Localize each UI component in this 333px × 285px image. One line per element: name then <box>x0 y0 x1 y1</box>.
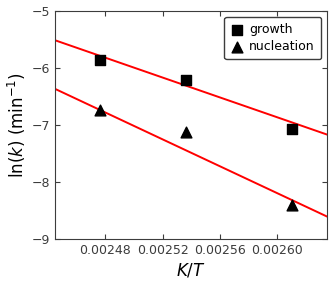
growth <box>289 127 294 131</box>
growth <box>97 58 102 62</box>
Legend: growth, nucleation: growth, nucleation <box>224 17 321 59</box>
nucleation <box>97 107 102 112</box>
X-axis label: $K/T$: $K/T$ <box>176 261 206 280</box>
nucleation <box>289 203 294 207</box>
growth <box>183 78 188 83</box>
Y-axis label: ln($k$) (min$^{-1}$): ln($k$) (min$^{-1}$) <box>6 72 28 178</box>
nucleation <box>183 130 188 135</box>
